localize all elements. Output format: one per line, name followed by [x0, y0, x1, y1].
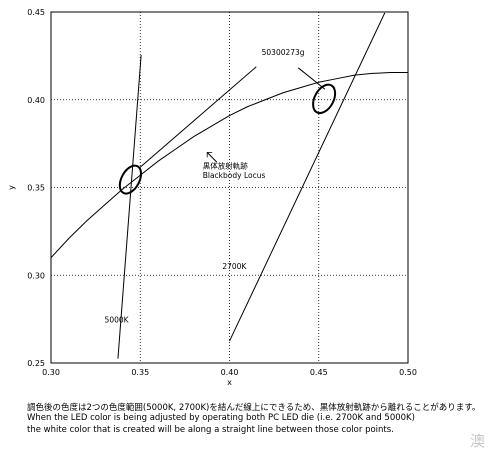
locus-pointer: [206, 152, 218, 163]
locus-arrowhead: [206, 152, 213, 158]
caption-english-line-1: When the LED color is being adjusted by …: [27, 413, 415, 423]
2700k-label: 2700K: [222, 262, 247, 271]
bin-ellipses: [118, 83, 337, 195]
y-tick-label: 0.25: [27, 359, 45, 368]
y-axis-label: y: [7, 185, 16, 190]
plot-frame: [50, 11, 409, 364]
x-tick-label: 0.40: [221, 368, 239, 377]
5000k-bin-ellipse: [118, 164, 143, 195]
bin-code-pointer-2700k: [297, 67, 326, 90]
grid: [51, 12, 408, 363]
x-tick-label: 0.45: [310, 368, 328, 377]
x-tick-label: 0.35: [131, 368, 149, 377]
2700k-bin-ellipse: [312, 83, 337, 115]
2700k-line: [229, 12, 386, 342]
axis-ticks: 0.30 0.35 0.40 0.45 0.500.250.300.350.400.45: [27, 8, 417, 377]
y-tick-label: 0.30: [27, 271, 45, 280]
blackbody-locus-label-en: Blackbody Locus: [203, 171, 266, 180]
y-tick-label: 0.40: [27, 96, 45, 105]
5000k-line: [117, 54, 142, 359]
bin-code-pointer-5000k: [139, 66, 257, 168]
watermark-glyph: 澳: [469, 432, 485, 450]
x-tick-label: 0.50: [399, 368, 417, 377]
y-tick-label: 0.45: [27, 8, 45, 17]
x-axis-label: x: [227, 378, 232, 387]
blackbody-locus-curve: [50, 72, 408, 259]
caption-japanese: 調色後の色度は2つの色度範囲(5000K, 2700K)を結んだ線上にできるため…: [27, 403, 481, 413]
bin-code-label: 50300273g: [262, 48, 305, 57]
series-layer: [50, 12, 408, 359]
caption-english-line-2: the white color that is created will be …: [27, 425, 394, 435]
y-tick-label: 0.35: [27, 184, 45, 193]
x-tick-label: 0.30: [42, 368, 60, 377]
5000k-label: 5000K: [105, 316, 130, 325]
blackbody-locus-label-jp: 黒体放射軌跡: [203, 161, 248, 171]
